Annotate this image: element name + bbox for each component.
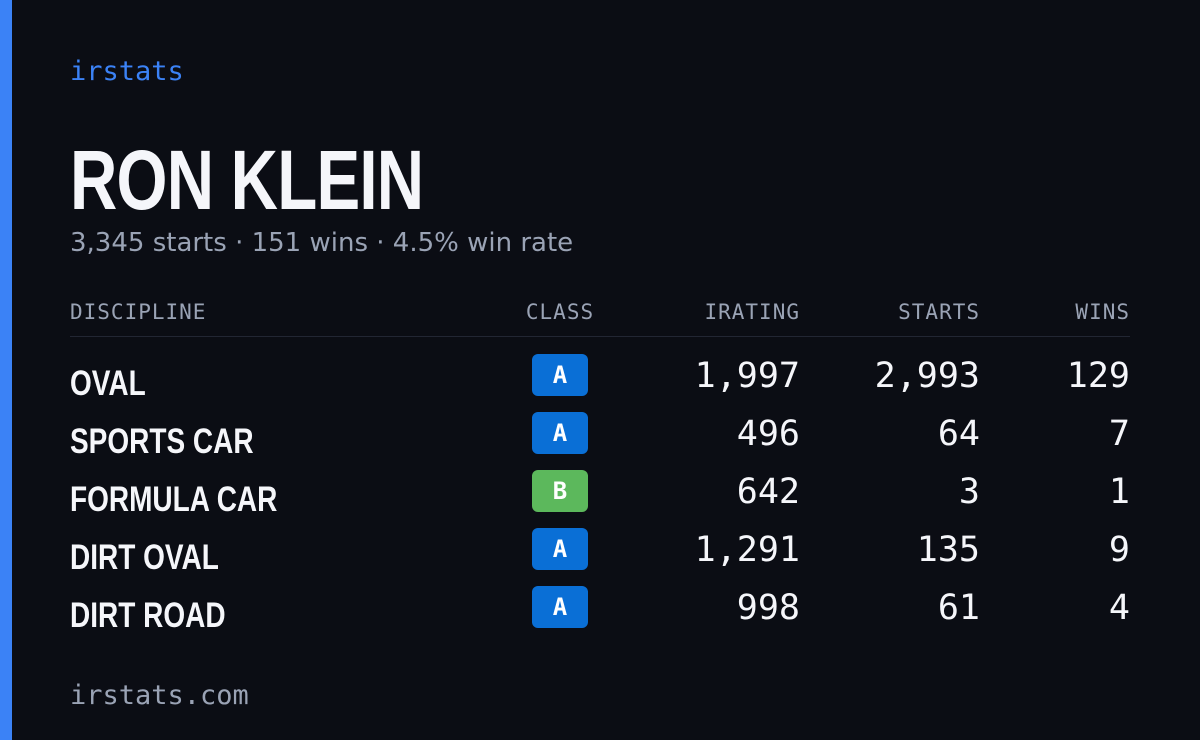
irating: 642 [736,472,800,512]
wins: 7 [1108,414,1130,454]
wins: 9 [1108,530,1130,570]
column-header: IRATING [704,300,800,324]
driver-name: RON KLEIN [70,133,424,227]
class-badge: B [532,470,588,512]
irating: 1,997 [694,356,800,396]
discipline: SPORTS CAR [70,422,254,461]
column-header: WINS [1075,300,1130,324]
brand: irstats [70,56,184,87]
footer: irstats.com [70,680,249,711]
column-header: STARTS [898,300,980,324]
class-badge: A [532,586,588,628]
irating: 998 [736,588,800,628]
column-header: CLASS [525,300,595,324]
class-badge: A [532,354,588,396]
starts: 2,993 [874,356,980,396]
class-badge: A [532,412,588,454]
column-header: DISCIPLINE [70,300,207,324]
discipline: OVAL [70,364,146,403]
starts: 64 [937,414,980,454]
irating: 1,291 [694,530,800,570]
discipline: DIRT ROAD [70,596,226,635]
starts: 3 [958,472,980,512]
accent-bar [0,0,12,740]
discipline: DIRT OVAL [70,538,219,577]
starts: 61 [937,588,980,628]
wins: 4 [1108,588,1130,628]
header-rule [70,336,1130,337]
starts: 135 [916,530,980,570]
wins: 1 [1108,472,1130,512]
summary: 3,345 starts · 151 wins · 4.5% win rate [70,228,574,258]
irating: 496 [736,414,800,454]
class-badge: A [532,528,588,570]
discipline: FORMULA CAR [70,480,278,519]
wins: 129 [1066,356,1130,396]
